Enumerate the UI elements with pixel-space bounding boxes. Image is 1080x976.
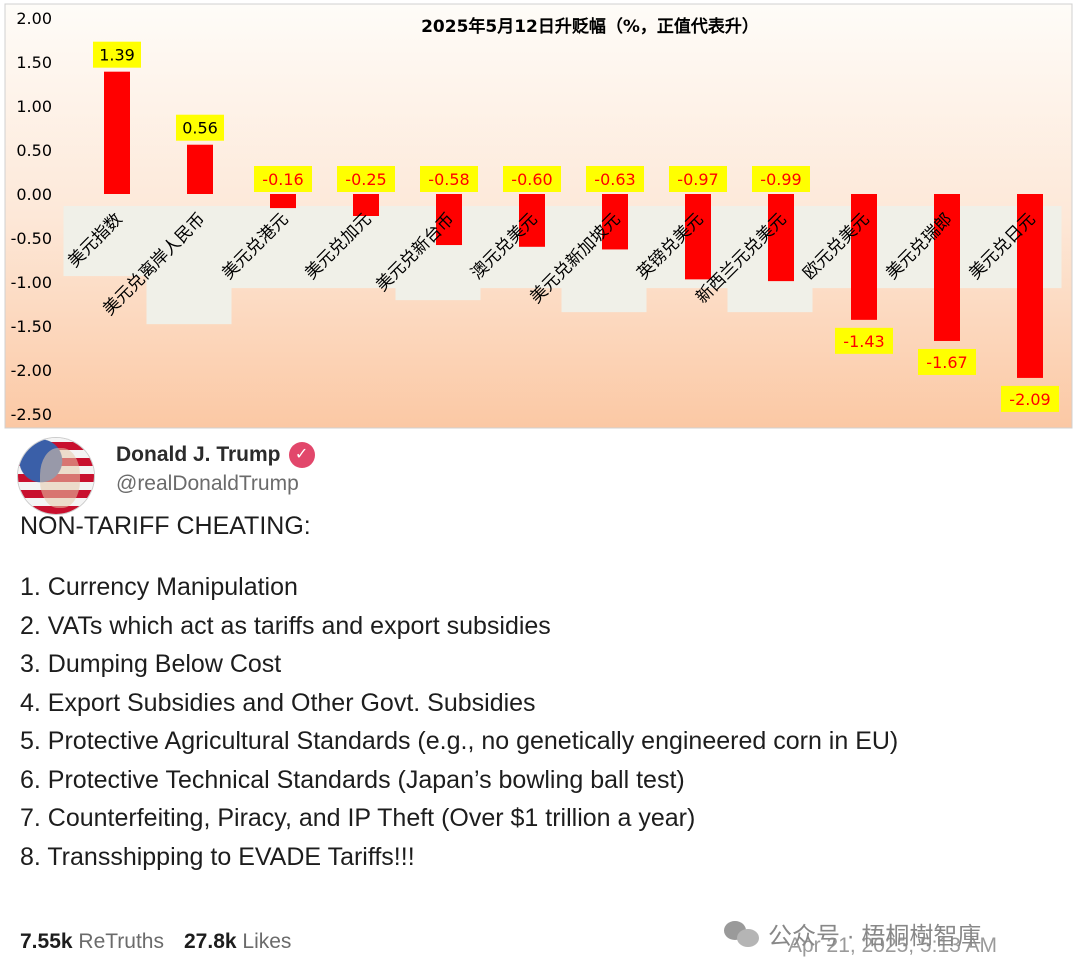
retruths-label: ReTruths xyxy=(78,930,164,953)
y-tick-label: 0.50 xyxy=(16,141,52,160)
bar xyxy=(685,194,711,280)
list-item: 1. Currency Manipulation xyxy=(20,573,298,601)
likes-stat[interactable]: 27.8k Likes xyxy=(184,930,291,954)
bar xyxy=(1017,194,1043,378)
bar xyxy=(519,194,545,247)
category-label-panel xyxy=(312,206,398,289)
watermark: 公众号 · 梧桐樹智庫 xyxy=(724,916,981,951)
value-label-box xyxy=(420,166,478,192)
bar xyxy=(353,194,379,216)
list-item: 3. Dumping Below Cost xyxy=(20,650,282,678)
bar xyxy=(187,144,213,194)
social-post: Donald J. Trump ✓ @realDonaldTrump NON-T… xyxy=(0,430,1080,976)
avatar[interactable] xyxy=(18,438,94,514)
value-label: -1.67 xyxy=(926,353,967,372)
post-date: Apr 21, 2025, 5:13 AM xyxy=(788,934,997,957)
category-label-panel xyxy=(229,206,315,289)
post-title: NON-TARIFF CHEATING: xyxy=(20,512,311,540)
y-tick-label: -2.00 xyxy=(11,361,52,380)
y-tick-label: 2.00 xyxy=(16,9,52,28)
value-label: 0.56 xyxy=(182,119,218,138)
value-label-box xyxy=(176,114,224,141)
bar xyxy=(104,71,130,194)
y-tick-label: 0.00 xyxy=(16,185,52,204)
likes-label: Likes xyxy=(242,930,292,953)
value-label-box xyxy=(835,327,893,354)
author-name-row: Donald J. Trump ✓ xyxy=(116,442,315,468)
value-label: -1.43 xyxy=(843,332,884,351)
category-label-panel xyxy=(146,206,232,325)
value-label: -0.63 xyxy=(594,170,635,189)
list-item: 4. Export Subsidies and Other Govt. Subs… xyxy=(20,688,536,717)
value-label: -0.16 xyxy=(262,170,303,189)
list-item: 2. VATs which act as tariffs and export … xyxy=(20,611,551,640)
value-label-box xyxy=(93,41,141,68)
value-label-box xyxy=(503,166,561,192)
bar xyxy=(768,194,794,282)
chart-title: 2025年5月12日升贬幅（%，正值代表升） xyxy=(421,16,759,37)
bar xyxy=(270,194,296,209)
currency-change-chart: 2025年5月12日升贬幅（%，正值代表升） 2.00 1.50 1.00 0.50 0… xyxy=(0,0,1080,430)
y-tick-label: -1.00 xyxy=(11,273,52,292)
value-label: -0.97 xyxy=(677,170,718,189)
value-label: -0.60 xyxy=(511,170,552,189)
list-item: 7. Counterfeiting, Piracy, and IP Theft … xyxy=(20,804,696,832)
value-label-box xyxy=(669,166,727,192)
value-label-box xyxy=(1001,385,1059,412)
wechat-icon xyxy=(724,919,760,949)
verified-badge-icon: ✓ xyxy=(288,442,315,468)
y-tick-label: 1.50 xyxy=(16,53,52,72)
bar xyxy=(934,194,960,341)
value-label-box xyxy=(586,166,644,192)
value-label: 1.39 xyxy=(99,46,135,65)
value-label-box xyxy=(918,348,976,375)
bar xyxy=(436,194,462,246)
post-stats: 7.55k ReTruths 27.8k Likes xyxy=(20,930,291,954)
value-label-box xyxy=(752,166,810,192)
value-label-box xyxy=(337,166,395,192)
list-item: 8. Transshipping to EVADE Tariffs!!! xyxy=(20,842,415,871)
category-label-panel xyxy=(63,206,149,277)
bar xyxy=(851,194,877,320)
value-label: -0.99 xyxy=(760,170,801,189)
y-tick-label: -1.50 xyxy=(11,317,52,336)
value-label: -0.25 xyxy=(345,170,386,189)
bar xyxy=(602,194,628,250)
author-name[interactable]: Donald J. Trump xyxy=(116,443,281,466)
value-label-box xyxy=(254,166,312,192)
retruths-count: 7.55k xyxy=(20,930,73,953)
y-tick-label: -2.50 xyxy=(11,405,52,424)
list-item: 6. Protective Technical Standards (Japan… xyxy=(20,765,685,794)
y-tick-label: 1.00 xyxy=(16,97,52,116)
author-handle[interactable]: @realDonaldTrump xyxy=(116,472,299,495)
value-label: -0.58 xyxy=(428,170,469,189)
watermark-text: 公众号 · 梧桐樹智庫 xyxy=(768,923,982,950)
retruths-stat[interactable]: 7.55k ReTruths xyxy=(20,930,164,954)
post-list: 1. Currency Manipulation 2. VATs which a… xyxy=(20,568,1060,876)
list-item: 5. Protective Agricultural Standards (e.… xyxy=(20,727,899,755)
value-label: -2.09 xyxy=(1009,390,1050,409)
y-tick-label: -0.50 xyxy=(11,229,52,248)
chart-svg: 2025年5月12日升贬幅（%，正值代表升） 2.00 1.50 1.00 0.50 0… xyxy=(4,3,1073,429)
likes-count: 27.8k xyxy=(184,930,237,953)
